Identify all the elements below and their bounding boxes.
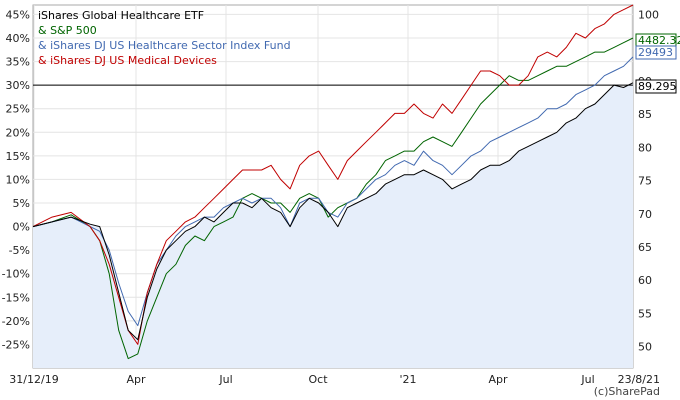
left-tick-label: 10% <box>6 173 30 186</box>
right-tick-label: 100 <box>638 8 659 21</box>
right-tick-label: 60 <box>638 274 652 287</box>
right-tick-label: 75 <box>638 175 652 188</box>
right-tick-label: 65 <box>638 241 652 254</box>
end-label-box <box>635 45 677 60</box>
right-tick-label: 85 <box>638 108 652 121</box>
legend-entry-sp500: & S&P 500 <box>38 24 97 37</box>
left-tick-label: -10% <box>2 268 30 281</box>
legend: iShares Global Healthcare ETF & S&P 500 … <box>38 9 291 67</box>
left-tick-label: 45% <box>6 8 30 21</box>
watermark: (c)SharePad <box>594 385 660 398</box>
x-axis: 31/12/19 Apr Jul Oct '21 Apr Jul 23/8/21 <box>9 373 660 386</box>
left-tick-label: 30% <box>6 79 30 92</box>
right-tick-label: 55 <box>638 307 652 320</box>
series-line <box>32 82 634 341</box>
left-tick-label: -5% <box>9 244 30 257</box>
legend-entry-global-healthcare: iShares Global Healthcare ETF <box>38 9 204 22</box>
x-tick-label: '21 <box>399 373 416 386</box>
x-tick-label: 23/8/21 <box>618 373 660 386</box>
left-tick-label: 20% <box>6 126 30 139</box>
right-tick-label: 70 <box>638 208 652 221</box>
left-tick-label: 0% <box>13 221 30 234</box>
left-tick-label: -20% <box>2 315 30 328</box>
x-tick-label: Jul <box>218 373 232 386</box>
left-tick-label: 35% <box>6 56 30 69</box>
series-layer <box>32 4 634 360</box>
end-label: 4482.32 <box>638 34 680 47</box>
left-tick-label: 40% <box>6 32 30 45</box>
legend-entry-healthcare-sector: & iShares DJ US Healthcare Sector Index … <box>38 39 291 52</box>
left-tick-label: 25% <box>6 103 30 116</box>
left-tick-label: 15% <box>6 150 30 163</box>
x-tick-label: 31/12/19 <box>9 373 58 386</box>
end-label: 89.295 <box>638 80 677 93</box>
left-axis: 45% 40% 35% 30% 25% 20% 15% 10% 5% 0% -5% -10% -15% -… <box>2 8 30 351</box>
end-label-box <box>635 79 677 94</box>
end-label: 29493 <box>638 46 673 59</box>
x-tick-label: Jul <box>580 373 594 386</box>
area-fill <box>33 82 633 369</box>
x-tick-label: Apr <box>488 373 508 386</box>
right-axis: 10095908580757065605550 <box>638 8 659 353</box>
left-tick-label: -15% <box>2 291 30 304</box>
right-tick-label: 80 <box>638 141 652 154</box>
left-tick-label: 5% <box>13 197 30 210</box>
series-line <box>32 4 634 345</box>
x-tick-label: Apr <box>126 373 146 386</box>
left-tick-label: -25% <box>2 338 30 351</box>
x-tick-label: Oct <box>308 373 328 386</box>
right-tick-label: 50 <box>638 341 652 354</box>
legend-entry-medical-devices: & iShares DJ US Medical Devices <box>38 54 217 67</box>
